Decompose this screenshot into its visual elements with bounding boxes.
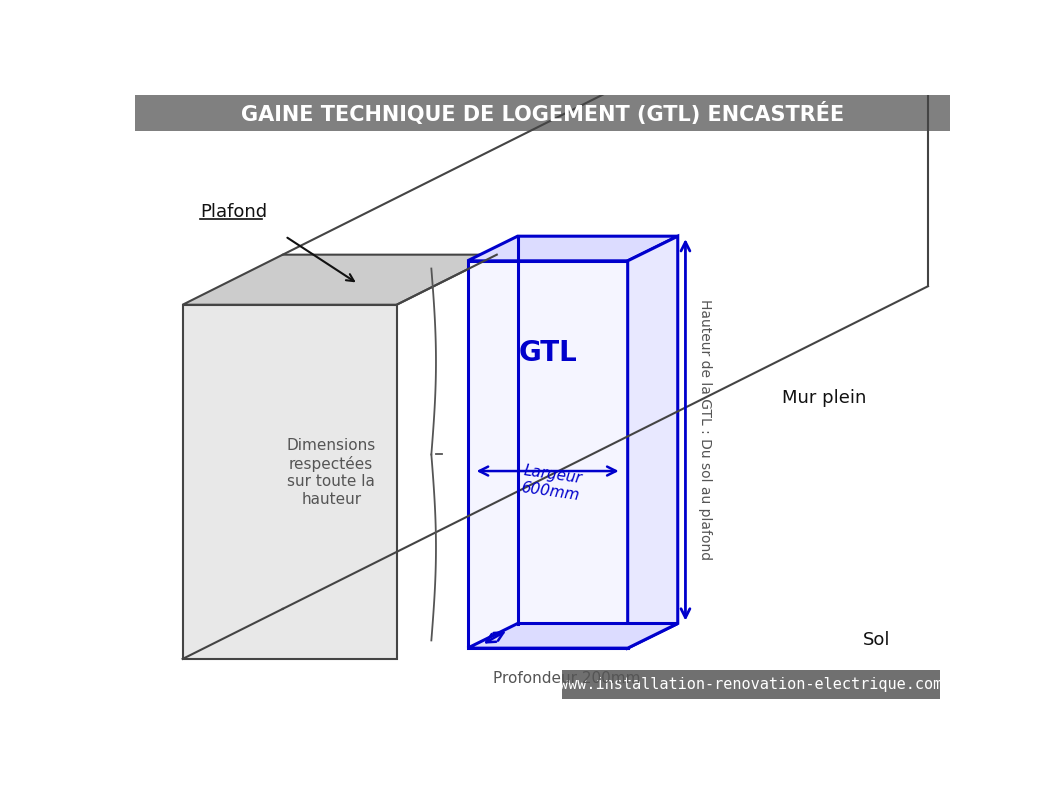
Text: www.installation-renovation-electrique.com: www.installation-renovation-electrique.c… xyxy=(560,676,943,692)
Polygon shape xyxy=(468,623,678,648)
Polygon shape xyxy=(468,236,678,261)
Polygon shape xyxy=(468,261,627,648)
Text: Plafond: Plafond xyxy=(200,203,268,222)
Bar xyxy=(562,669,940,699)
Text: Largeur
600mm: Largeur 600mm xyxy=(519,464,583,503)
Polygon shape xyxy=(183,305,397,659)
Polygon shape xyxy=(627,236,678,648)
Text: Profondeur 200mm: Profondeur 200mm xyxy=(493,672,640,687)
Bar xyxy=(135,95,950,132)
Text: GAINE TECHNIQUE DE LOGEMENT (GTL) ENCASTRÉE: GAINE TECHNIQUE DE LOGEMENT (GTL) ENCAST… xyxy=(240,102,844,125)
Text: Sol: Sol xyxy=(862,631,890,649)
Polygon shape xyxy=(183,255,497,305)
Text: Hauteur de la GTL : Du sol au plafond: Hauteur de la GTL : Du sol au plafond xyxy=(698,299,712,561)
Text: GTL: GTL xyxy=(518,339,577,368)
Text: Mur plein: Mur plein xyxy=(782,389,867,407)
Text: Dimensions
respectées
sur toute la
hauteur: Dimensions respectées sur toute la haute… xyxy=(287,438,376,507)
